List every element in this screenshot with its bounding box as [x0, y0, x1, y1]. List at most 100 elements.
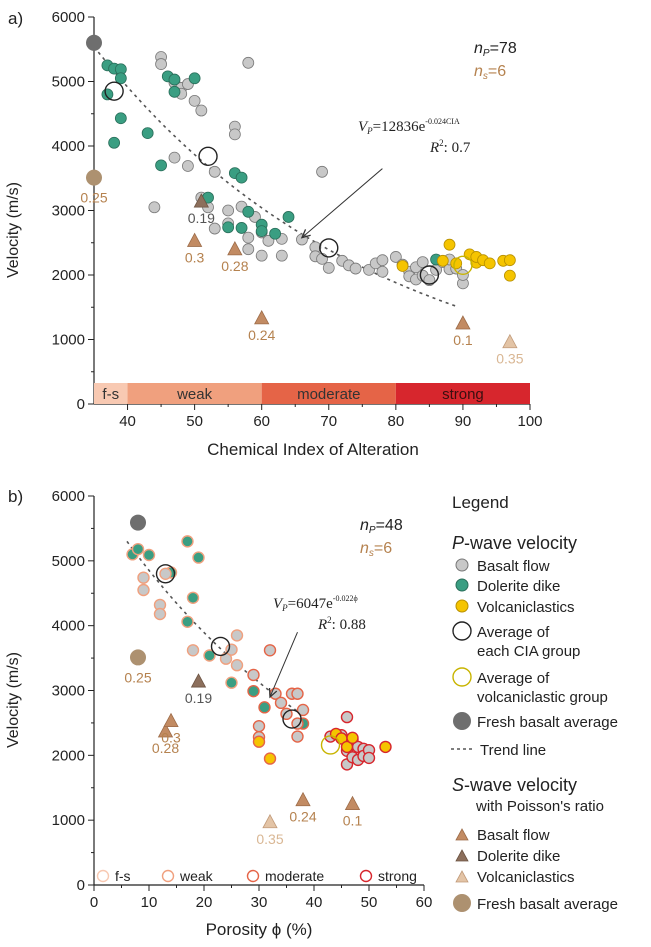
panel-b-dolerite-point	[131, 542, 145, 556]
panel-b-dolerite-point	[225, 676, 238, 689]
panel-a-basalt-flow-point	[208, 165, 221, 178]
panel-a-volcaniclastics-point	[396, 260, 409, 272]
panel-a-fresh-basalt-p-marker	[86, 34, 102, 51]
panel-b-eq-sub: P	[281, 603, 288, 613]
panel-a-s-dolerite-marker	[193, 193, 209, 208]
panel-a-basalt-flow-point	[148, 201, 161, 214]
panel-b-poisson-label: 0.24	[289, 809, 316, 825]
panel-b-basalt-point	[230, 629, 244, 642]
panel-a-basalt-flow-point	[316, 165, 328, 178]
panel-b-cia-legend-label: weak	[179, 868, 214, 884]
panel-b-volcani-point	[379, 740, 392, 754]
legend: Legend P-wave velocity Basalt flow Doler…	[451, 493, 618, 913]
panel-a-basalt-flow-point	[208, 222, 221, 235]
legend-dolerite-dike-label: Dolerite dike	[477, 578, 560, 595]
panel-b-y-tick-label: 2000	[52, 747, 85, 764]
panel-b-poisson-label: 0.35	[256, 831, 283, 847]
panel-b-x-tick-label: 0	[90, 894, 98, 911]
panel-a-np: nP=78	[474, 40, 517, 59]
legend-p-title: P-wave velocity	[452, 533, 577, 553]
panel-b-ns: ns=6	[360, 540, 392, 559]
panel-a-dolerite-dike-point	[188, 72, 201, 85]
panel-b-cia-average-marker	[155, 564, 176, 584]
panel-a-basalt-flow-point	[182, 160, 194, 172]
panel-a-dolerite-dike-point	[108, 136, 121, 149]
panel-a-cia-average-marker	[198, 146, 218, 167]
panel-a-basalt-flow-point	[242, 243, 255, 256]
panel-b-poisson-label: 0.19	[185, 690, 212, 706]
panel-b-y-tick-label: 1000	[52, 812, 85, 829]
panel-a-y-tick-label: 4000	[52, 138, 85, 155]
legend-s-fresh-basalt-label: Fresh basalt average	[477, 896, 618, 913]
panel-a-basalt-flow-point	[242, 56, 255, 69]
panel-a-dolerite-dike-point	[168, 85, 181, 98]
legend-avg-cia-label-2: each CIA group	[477, 643, 580, 660]
panel-a-ns: ns=6	[474, 63, 506, 82]
legend-dolerite-dike-marker	[455, 578, 469, 592]
panel-a-x-tick-label: 100	[517, 413, 542, 430]
legend-s-basalt-label: Basalt flow	[477, 827, 550, 844]
panel-b-dolerite-point	[181, 535, 194, 548]
panel-b-fresh-basalt-s-marker	[130, 649, 146, 666]
panel-a-basalt-flow-point	[275, 249, 288, 262]
panel-b-basalt-point	[137, 571, 150, 584]
legend-s-basalt-marker	[455, 828, 469, 841]
legend-fresh-basalt-label: Fresh basalt average	[477, 714, 618, 731]
panel-b-cia-legend-label: strong	[378, 868, 417, 884]
panel-a-dolerite-dike-point	[155, 159, 167, 172]
panel-a-basalt-flow-point	[416, 256, 429, 269]
panel-b-dolerite-point	[247, 684, 260, 698]
panel-b-cia-legend-label: f-s	[115, 868, 131, 884]
panel-b-y-tick-label: 6000	[52, 488, 85, 505]
panel-b-xlabel: Porosity ϕ (%)	[206, 920, 313, 939]
panel-b-volcani-point	[340, 740, 354, 754]
panel-b-basalt-point	[153, 607, 167, 621]
panel-a-y-tick-label: 0	[77, 396, 85, 413]
panel-a-y-tick-label: 3000	[52, 203, 85, 220]
panel-a-basalt-flow-point	[376, 254, 389, 267]
panel-a-dolerite-dike-point	[282, 211, 295, 223]
legend-avg-volc-label-2: volcaniclastic group	[477, 689, 608, 706]
legend-s-fresh-basalt-marker	[453, 894, 471, 912]
panel-a-dolerite-dike-point	[235, 222, 248, 234]
panel-a-poisson-label: 0.28	[221, 258, 248, 274]
panel-a-ylabel: Velocity (m/s)	[5, 182, 22, 278]
panel-b-basalt-point	[263, 644, 277, 657]
legend-volcaniclastics-marker	[455, 599, 469, 613]
panel-a-volcaniclastics-point	[483, 257, 496, 270]
panel-a-dolerite-dike-point	[235, 171, 248, 184]
panel-a-xlabel: Chemical Index of Alteration	[207, 440, 419, 459]
panel-a-r2: R2: 0.7	[429, 138, 471, 156]
panel-a-s-basalt-marker	[254, 310, 270, 325]
panel-a-dolerite-dike-point	[269, 227, 282, 240]
panel-a-x-tick-label: 50	[186, 413, 203, 430]
legend-avg-cia-marker	[452, 621, 472, 641]
panel-a-basalt-flow-point	[389, 251, 402, 263]
panel-b-ylabel: Velocity (m/s)	[5, 652, 22, 748]
panel-b-np-sub: P	[369, 525, 376, 536]
panel-a-equation: VP=12836e-0.024CIA	[358, 117, 460, 136]
panel-a-basalt-flow-point	[195, 104, 208, 117]
panel-b-basalt-point	[186, 644, 200, 657]
panel-a-dolerite-dike-point	[114, 112, 127, 125]
legend-avg-volc-marker	[452, 667, 472, 687]
panel-a-y-tick-label: 1000	[52, 332, 85, 349]
panel-a-poisson-label: 0.25	[80, 190, 107, 206]
panel-b-trend-line	[126, 540, 298, 712]
panel-b-basalt-point	[252, 719, 266, 733]
panel-a-dolerite-dike-point	[114, 72, 127, 85]
panel-a-np-sub: P	[483, 48, 490, 59]
panel-a-basalt-flow-point	[296, 233, 308, 246]
panel-a-cia-average-marker	[419, 265, 440, 285]
panel-a-basalt-flow-point	[188, 94, 201, 107]
panel-b-basalt-point	[291, 687, 304, 700]
panel-a-np-n: n	[474, 40, 483, 57]
panel-b-poisson-label: 0.28	[152, 740, 179, 756]
legend-volcaniclastics-label: Volcaniclastics	[477, 599, 575, 616]
panel-b-dolerite-point	[142, 548, 156, 562]
legend-avg-cia-label-1: Average of	[477, 624, 550, 641]
panel-a-volcaniclastics-point	[503, 269, 516, 282]
legend-trend-line-label: Trend line	[480, 742, 546, 759]
panel-b-chart: b) Velocity (m/s) Porosity ϕ (%) nP=48 n…	[5, 487, 432, 939]
